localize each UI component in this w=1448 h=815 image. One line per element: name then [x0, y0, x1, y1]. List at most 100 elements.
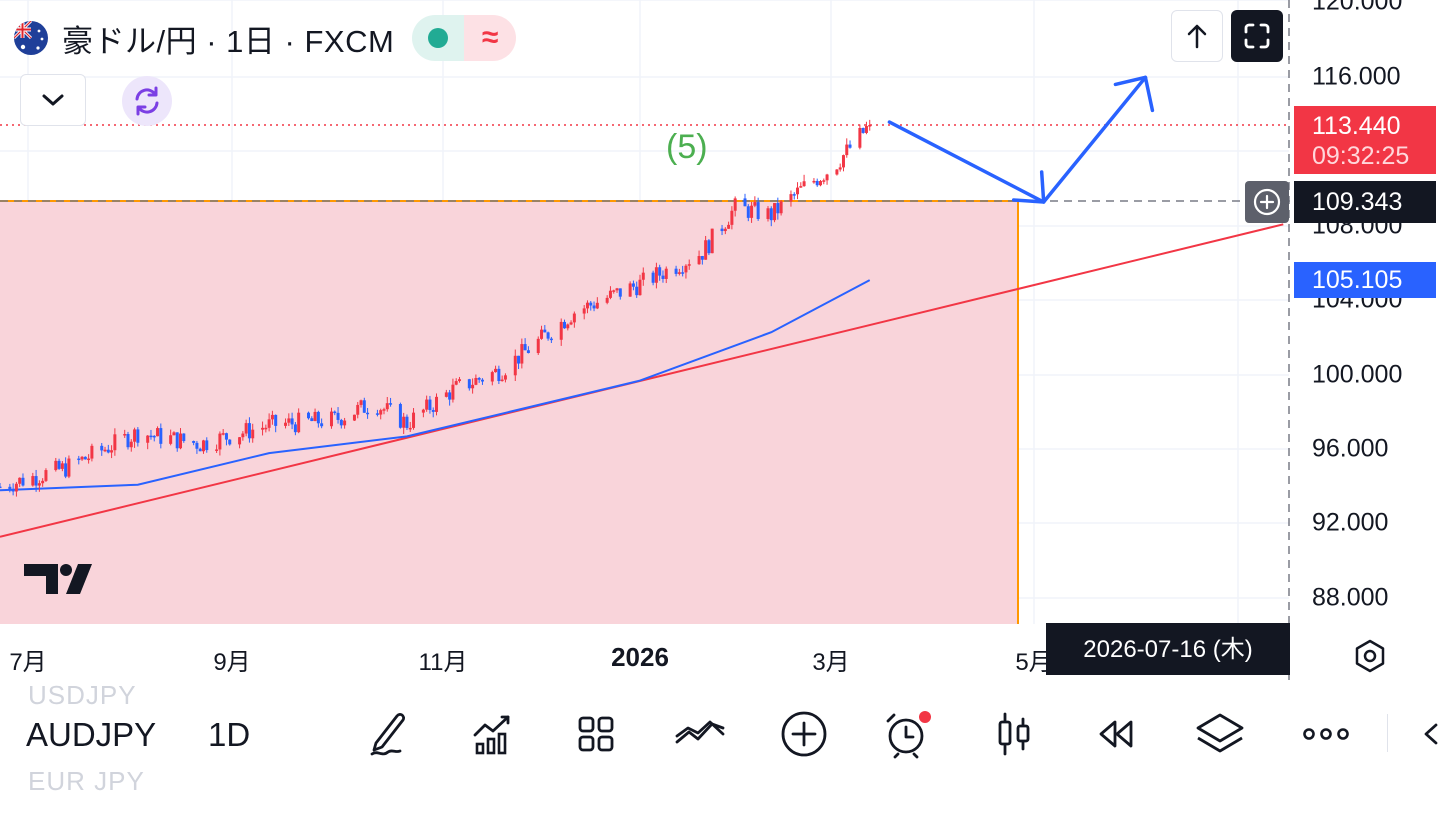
price-chart[interactable] — [0, 0, 1448, 690]
candle-body — [733, 198, 737, 211]
candle — [451, 378, 455, 403]
replay-button[interactable] — [1088, 708, 1144, 760]
time-tick: 2026 — [611, 642, 669, 672]
candle — [750, 201, 754, 223]
candle — [103, 446, 107, 453]
candle — [848, 140, 852, 149]
candle-body — [133, 429, 137, 442]
candle-body — [503, 375, 507, 380]
candle — [796, 182, 800, 200]
add-button[interactable] — [776, 708, 832, 760]
candle — [21, 473, 25, 487]
market-status-pill[interactable]: ≈ — [412, 15, 517, 61]
candle — [779, 199, 783, 216]
elliott-wave-label[interactable]: (5) — [666, 128, 708, 166]
candle-body — [428, 399, 432, 410]
chevron-down-icon — [42, 94, 64, 106]
candle — [474, 374, 478, 386]
hexagon-settings-icon — [1355, 639, 1385, 673]
add-alert-button[interactable] — [1245, 181, 1289, 223]
price-tick: 88.000 — [1312, 583, 1389, 612]
candle-body — [77, 458, 81, 461]
symbol-title[interactable]: 豪ドル/円 · 1日 · FXCM — [62, 23, 395, 59]
layers-icon — [1196, 713, 1244, 753]
candle — [34, 469, 38, 492]
indicators-button[interactable] — [464, 708, 520, 760]
candle — [753, 196, 757, 208]
candle — [435, 393, 439, 416]
collapse-legend-button[interactable] — [20, 74, 86, 126]
candle-body — [677, 272, 681, 274]
candle-body — [34, 476, 38, 486]
candle-body — [825, 174, 829, 181]
drawing-tools-button[interactable] — [360, 708, 416, 760]
candle — [572, 311, 576, 328]
fullscreen-button[interactable] — [1231, 10, 1283, 62]
chart-type-button[interactable] — [986, 708, 1042, 760]
candle-body — [802, 181, 806, 187]
candle — [684, 264, 688, 279]
candle-body — [274, 414, 278, 426]
share-button[interactable] — [1171, 10, 1223, 62]
candle-body — [582, 308, 586, 314]
collapse-toolbar-button[interactable] — [1408, 708, 1448, 760]
alerts-button[interactable] — [880, 708, 936, 760]
layout-button[interactable] — [568, 708, 624, 760]
refresh-button[interactable] — [122, 76, 172, 126]
candle — [8, 483, 12, 493]
candle-body — [697, 256, 701, 265]
candle-body — [687, 264, 691, 266]
candle-body — [707, 240, 711, 254]
candle — [412, 408, 416, 430]
candle-body — [382, 409, 386, 411]
candle-body — [362, 400, 366, 413]
candle — [569, 320, 573, 326]
candle — [152, 435, 156, 442]
candle-body — [156, 428, 160, 437]
compare-button[interactable] — [672, 708, 728, 760]
symbol-selector[interactable]: AUDJPY — [26, 716, 157, 753]
candle-body — [159, 428, 163, 444]
candle-body — [87, 458, 91, 461]
candle-body — [819, 181, 822, 186]
candle-body — [812, 180, 816, 183]
prev-symbol-hint[interactable]: USDJPY — [28, 680, 137, 710]
candle — [133, 427, 137, 448]
price-tick: 116.000 — [1312, 62, 1401, 91]
candle-body — [592, 305, 596, 309]
candle-body — [244, 423, 248, 434]
candle-body — [205, 440, 209, 451]
interval-selector[interactable]: 1D — [208, 716, 251, 753]
time-tick: 3月 — [812, 649, 850, 676]
layers-button[interactable] — [1192, 708, 1248, 760]
candle — [638, 274, 642, 296]
candle — [192, 440, 196, 446]
projection-arrow[interactable] — [887, 75, 1155, 204]
candle — [681, 265, 685, 277]
candle-body — [129, 441, 133, 448]
candle-body — [270, 414, 274, 420]
candle — [385, 396, 389, 412]
crosshair-date-label: 2026-07-16 (木) — [1046, 623, 1290, 675]
candle — [11, 483, 15, 496]
more-button[interactable] — [1298, 708, 1354, 760]
candle — [80, 455, 84, 461]
candle-body — [100, 445, 104, 451]
candle-body — [18, 477, 22, 484]
candle — [343, 417, 347, 429]
candle — [67, 455, 71, 479]
candle — [60, 461, 64, 472]
candle-body — [297, 412, 301, 433]
candle — [700, 255, 704, 265]
candle-body — [228, 439, 232, 445]
candle-body — [366, 412, 370, 415]
candle-body — [796, 187, 800, 195]
chart-settings-button[interactable] — [1352, 638, 1388, 679]
next-symbol-hint[interactable]: EUR JPY — [28, 766, 145, 796]
candle-body — [605, 297, 609, 303]
candle-body — [631, 283, 635, 287]
candle — [710, 228, 714, 254]
symbol-header[interactable]: 豪ドル/円 · 1日 · FXCM ≈ — [14, 14, 517, 62]
candle-body — [727, 224, 731, 229]
candle — [100, 442, 104, 456]
